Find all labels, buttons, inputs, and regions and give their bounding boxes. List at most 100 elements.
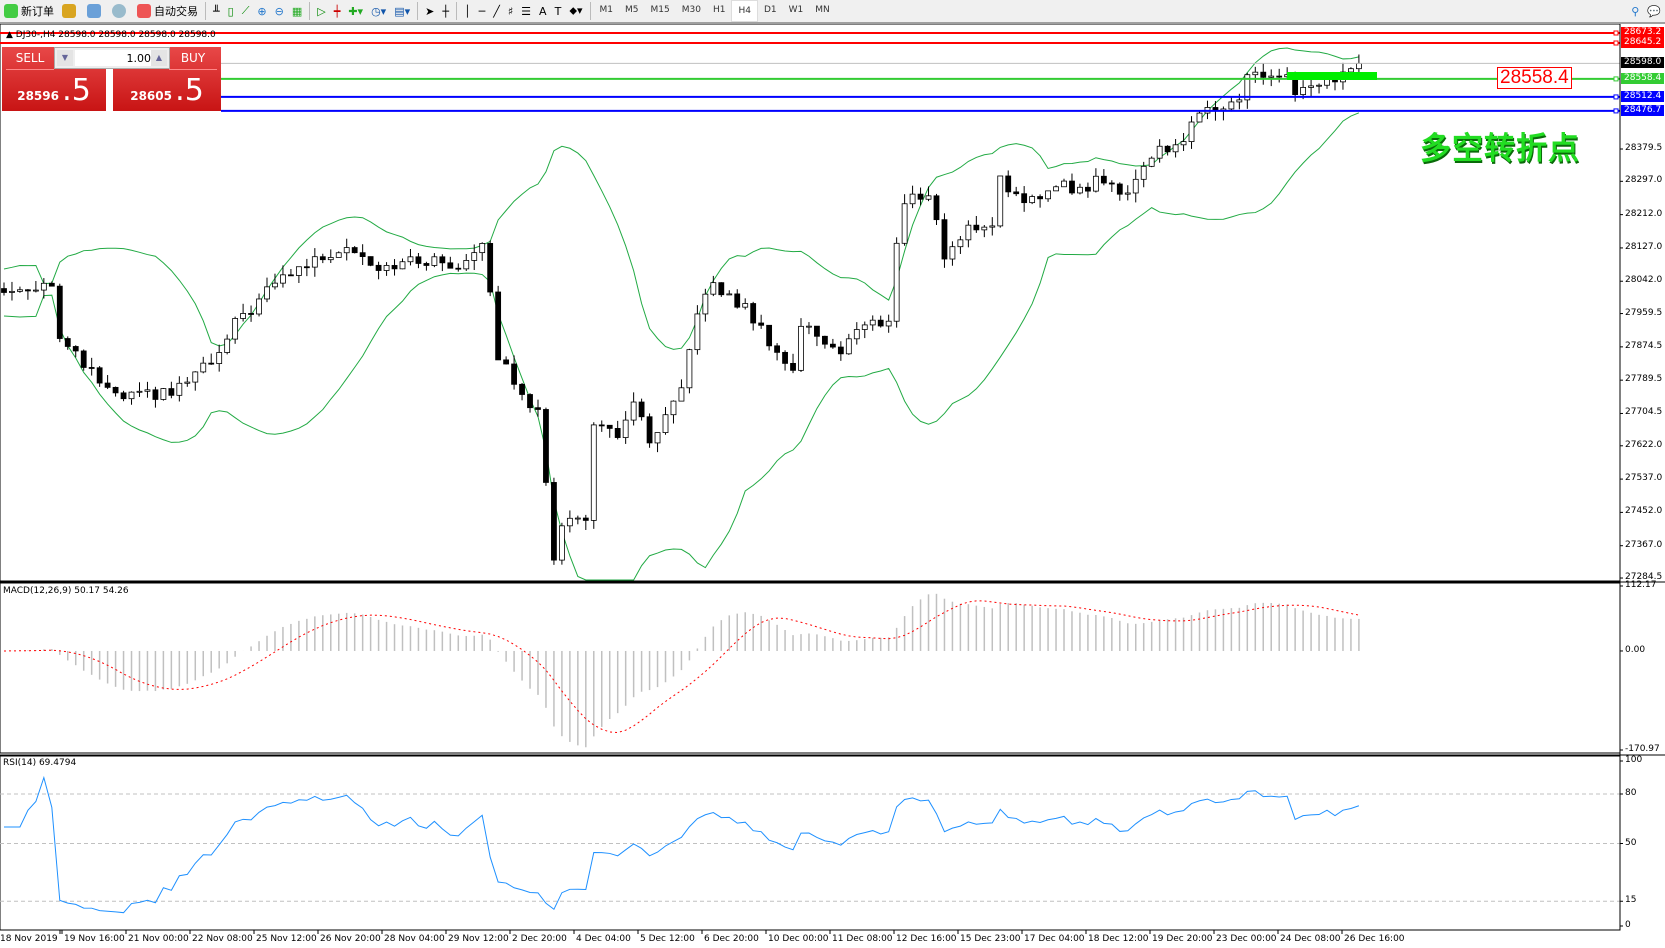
bull-candle <box>965 224 972 241</box>
price-axis-label: 27704.5 <box>1625 407 1663 418</box>
chat-button[interactable]: 💬 <box>1643 1 1665 21</box>
signals-button[interactable] <box>108 1 133 21</box>
bear-candle <box>168 388 175 396</box>
indicators-button[interactable]: ✚▾ <box>344 1 367 21</box>
market-watch-button[interactable] <box>83 1 108 21</box>
zoom-out-icon: ⊖ <box>274 4 284 18</box>
price-axis-label: 28379.5 <box>1625 143 1663 153</box>
vertical-line-button[interactable]: │ <box>460 1 475 21</box>
timeframe-m30[interactable]: M30 <box>681 5 701 15</box>
bull-candle <box>32 289 39 292</box>
zoom-in-button[interactable]: ⊕ <box>253 1 270 21</box>
horizontal-line-button[interactable]: ─ <box>475 1 490 21</box>
lot-size-stepper: ▼ ▲ <box>54 47 170 69</box>
collapse-arrow-icon[interactable]: ▲ <box>6 30 16 40</box>
bear-candle <box>367 256 374 266</box>
bear-candle <box>1013 191 1020 195</box>
lot-increase-button[interactable]: ▲ <box>151 50 167 66</box>
bear-candle <box>72 346 79 352</box>
time-axis-label: 6 Dec 20:00 <box>704 934 759 944</box>
templates-button[interactable]: ▤▾ <box>390 1 414 21</box>
rsi-label: RSI(14) 69.4794 <box>3 758 77 768</box>
bull-candle <box>694 313 701 351</box>
bear-candle <box>917 193 924 200</box>
fibonacci-button[interactable]: ♯ <box>504 1 517 21</box>
bull-candle <box>1356 62 1362 70</box>
bear-candle <box>1085 186 1091 192</box>
bear-candle <box>543 409 549 483</box>
zoom-out-button[interactable]: ⊖ <box>271 1 288 21</box>
chart-shift-icon: ┿ <box>333 4 341 18</box>
bull-candle <box>17 289 23 292</box>
bull-candle <box>1077 186 1083 194</box>
bear-candle <box>447 262 454 269</box>
fibonacci-icon: ♯ <box>507 4 514 18</box>
cursor-icon: ➤ <box>425 4 435 18</box>
cursor-button[interactable]: ➤ <box>421 1 438 21</box>
tile-windows-button[interactable]: ▦ <box>288 1 306 21</box>
bull-candle <box>327 257 334 261</box>
time-axis-label: 18 Nov 2019 <box>0 934 58 944</box>
price-level-tag: 28512.4 <box>1621 90 1665 102</box>
autoscroll-button[interactable]: ▷ <box>313 1 329 21</box>
text-button[interactable]: A <box>535 1 551 21</box>
bull-candle <box>1236 99 1243 103</box>
periods-button[interactable]: ◷▾ <box>367 1 390 21</box>
crosshair-button[interactable]: ┼ <box>438 1 453 21</box>
trendline-button[interactable]: ╱ <box>489 1 504 21</box>
text-label-button[interactable]: T <box>551 1 566 21</box>
new-order-button[interactable]: 新订单 <box>0 1 58 21</box>
timeframe-m15[interactable]: M15 <box>650 5 670 15</box>
chat-icon: 💬 <box>1647 4 1661 18</box>
time-axis-label: 4 Dec 04:00 <box>576 934 631 944</box>
trendline-icon: ╱ <box>493 4 500 18</box>
price-axis-label: 27789.5 <box>1625 374 1663 385</box>
candlestick-button[interactable]: ▯ <box>224 1 238 21</box>
bull-candle <box>335 252 342 258</box>
new-order-label: 新订单 <box>21 5 54 18</box>
line-chart-button[interactable]: ⟋ <box>238 1 254 21</box>
toolbar-divider <box>589 2 591 20</box>
timeframe-mn[interactable]: MN <box>815 5 830 15</box>
bull-candle <box>192 371 199 383</box>
chart-shift-button[interactable]: ┿ <box>330 1 345 21</box>
history-button[interactable] <box>58 1 83 21</box>
annotation-text[interactable]: 多空转折点 <box>1420 131 1580 167</box>
bull-candle <box>136 390 143 393</box>
crosshair-icon: ┼ <box>442 4 449 18</box>
bear-candle <box>455 267 462 270</box>
arrows-button[interactable]: ⬥▾ <box>565 1 586 21</box>
indicators-icon: ✚▾ <box>348 4 364 18</box>
search-icon: ⚲ <box>1631 4 1640 18</box>
timeframe-h1[interactable]: H1 <box>712 5 726 15</box>
auto-trading-button[interactable]: 自动交易 <box>133 1 202 21</box>
timeframe-d1[interactable]: D1 <box>763 5 777 15</box>
market-watch-icon <box>87 4 101 18</box>
bear-candle <box>319 256 326 261</box>
bar-chart-button[interactable]: ╨ <box>209 1 224 21</box>
rsi-line <box>4 775 1360 914</box>
bear-candle <box>88 367 95 369</box>
bull-candle <box>1140 165 1147 180</box>
level-handle <box>1613 30 1619 36</box>
bull-candle <box>471 252 478 261</box>
lot-decrease-button[interactable]: ▼ <box>57 50 73 66</box>
bull-candle <box>853 329 860 340</box>
bull-candle <box>997 175 1004 227</box>
timeframe-w1[interactable]: W1 <box>788 5 804 15</box>
arrows-icon: ⬥▾ <box>569 4 583 17</box>
price-label-annotation[interactable]: 28558.4 <box>1497 67 1572 89</box>
timeframe-h4[interactable]: H4 <box>731 0 758 22</box>
timeframe-m1[interactable]: M1 <box>599 5 614 15</box>
bull-candle <box>1196 112 1203 123</box>
search-button[interactable]: ⚲ <box>1627 1 1643 21</box>
fibo-levels-button[interactable]: ☰ <box>517 1 535 21</box>
lot-size-input[interactable] <box>75 50 153 66</box>
rsi-axis-label: 100 <box>1625 755 1643 765</box>
timeframe-m5[interactable]: M5 <box>625 5 639 15</box>
zoom-in-icon: ⊕ <box>257 4 267 18</box>
bull-candle <box>710 282 717 295</box>
bull-candle <box>479 243 486 254</box>
bear-candle <box>375 264 382 271</box>
